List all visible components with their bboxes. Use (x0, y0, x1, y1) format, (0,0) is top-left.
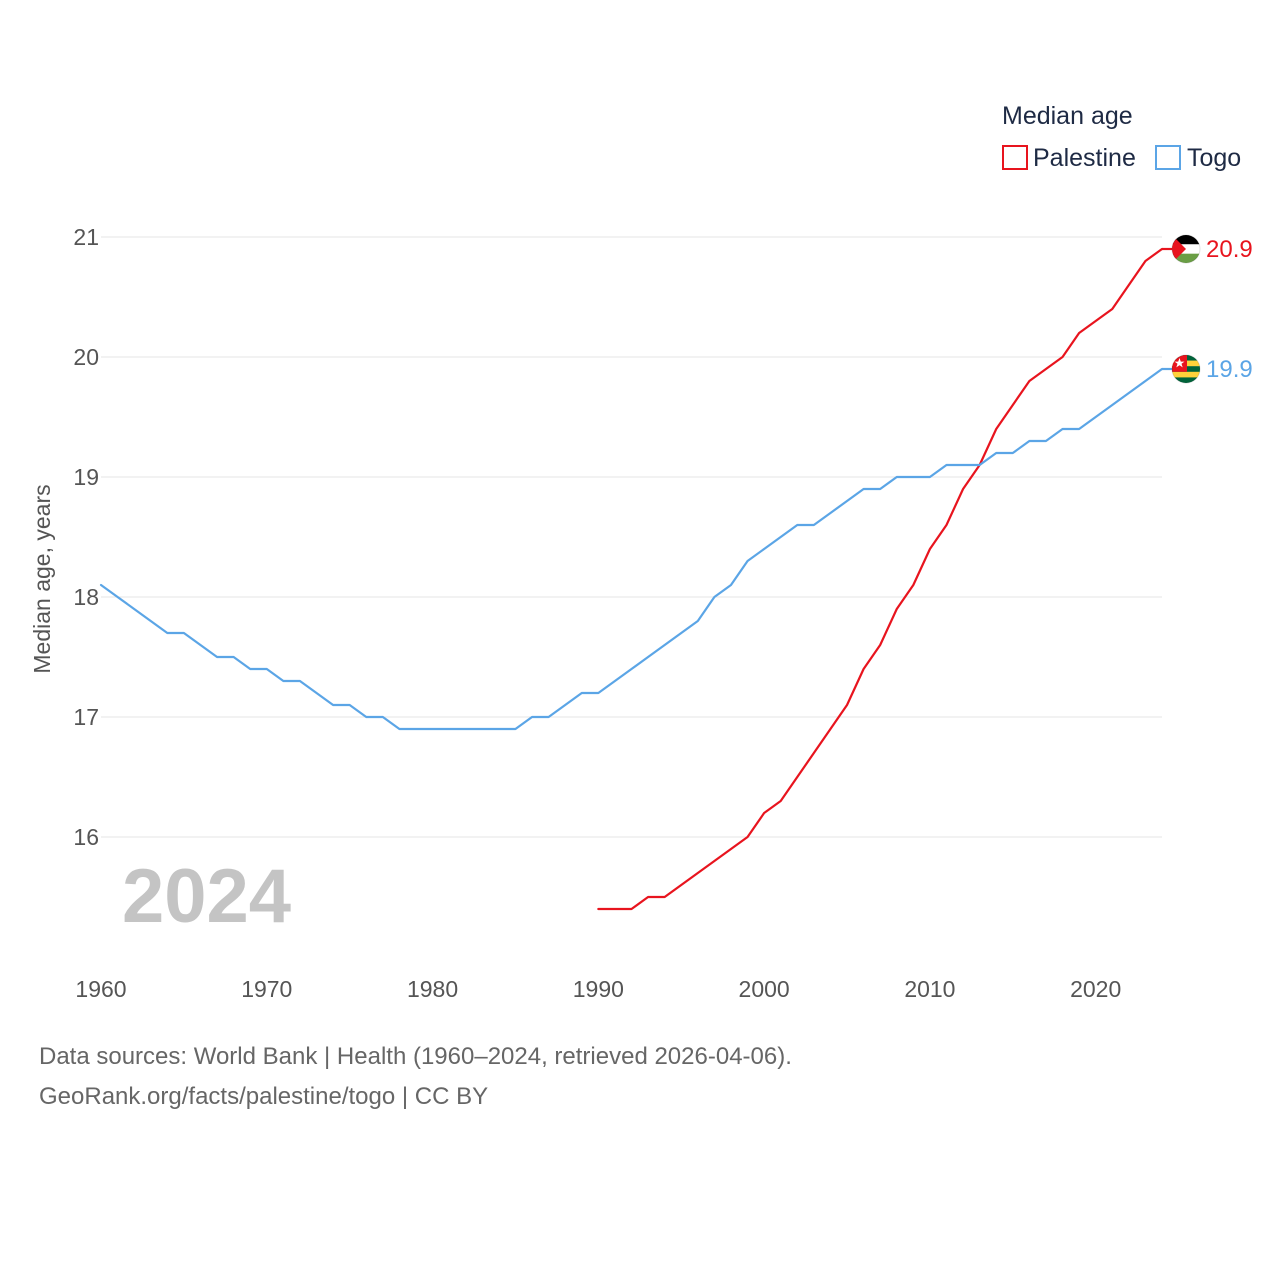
y-tick-label-18: 18 (73, 584, 99, 610)
palestine-flag-icon (1171, 234, 1201, 264)
footer-source-link[interactable]: GeoRank.org/facts/palestine/togo | CC BY (39, 1083, 489, 1110)
x-tick-label-1980: 1980 (407, 976, 458, 1002)
legend-swatch-palestine (1002, 145, 1028, 170)
legend-swatch-togo (1155, 145, 1181, 170)
series-lines (99, 247, 1164, 911)
y-axis-title: Median age, years (29, 484, 55, 673)
y-tick-label-17: 17 (73, 704, 99, 730)
x-axis-ticks: 1960 1970 1980 1990 2000 2010 2020 (75, 976, 1121, 1002)
x-tick-label-2000: 2000 (739, 976, 790, 1002)
end-value-label-togo: 19.9 (1206, 356, 1253, 383)
footer-data-sources: Data sources: World Bank | Health (1960–… (39, 1043, 792, 1070)
end-value-label-palestine: 20.9 (1206, 236, 1253, 263)
x-tick-label-1990: 1990 (573, 976, 624, 1002)
x-tick-label-1970: 1970 (241, 976, 292, 1002)
x-tick-label-1960: 1960 (75, 976, 126, 1002)
series-line-palestine[interactable] (597, 247, 1164, 911)
legend-title: Median age (1002, 102, 1133, 130)
y-tick-label-21: 21 (73, 224, 99, 250)
x-tick-label-2010: 2010 (904, 976, 955, 1002)
x-tick-label-2020: 2020 (1070, 976, 1121, 1002)
y-tick-label-19: 19 (73, 464, 99, 490)
legend-label-togo: Togo (1187, 144, 1241, 172)
end-markers: 20.9 19.9 (1162, 234, 1253, 384)
legend-item-palestine[interactable]: Palestine (1002, 144, 1136, 172)
legend-item-togo[interactable]: Togo (1155, 144, 1241, 172)
legend: Median age Palestine Togo (1002, 102, 1241, 172)
y-axis-ticks: 16 17 18 19 20 21 (73, 224, 99, 850)
gridlines (101, 236, 1162, 838)
series-line-togo[interactable] (99, 367, 1164, 731)
legend-label-palestine: Palestine (1033, 144, 1136, 172)
year-label: 2024 (122, 854, 291, 939)
y-tick-label-20: 20 (73, 344, 99, 370)
y-tick-label-16: 16 (73, 824, 99, 850)
togo-flag-icon (1171, 354, 1201, 384)
